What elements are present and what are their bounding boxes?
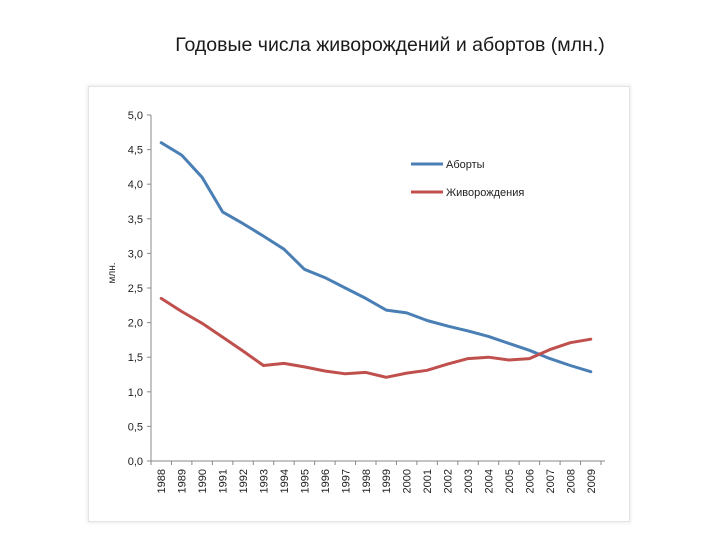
x-tick-label: 2009: [586, 469, 598, 493]
x-tick-label: 1999: [381, 469, 393, 493]
x-tick-label: 2008: [565, 469, 577, 493]
series-lines: [159, 141, 593, 379]
y-axis-label: млн.: [107, 262, 118, 283]
x-tick-label: 2004: [484, 469, 496, 493]
x-tick-label: 1994: [279, 469, 291, 493]
x-tick-label: 2006: [524, 469, 536, 493]
x-tick-label: 1989: [177, 469, 189, 493]
x-tick-label: 1991: [218, 469, 230, 493]
x-tick-label: 1995: [299, 469, 311, 493]
y-tick-label: 1,0: [128, 387, 143, 399]
x-tick-label: 1990: [197, 469, 209, 493]
y-tick-label: 2,5: [128, 283, 143, 295]
y-tick-label: 4,0: [128, 179, 143, 191]
x-tick-labels: 1988 1989 1990 1991 1992 1993 1994 1995 1996 1997…: [150, 461, 602, 493]
y-tick-label: 0,5: [128, 421, 143, 433]
x-tick-label: 2000: [402, 469, 414, 493]
x-tick-label: 1996: [320, 469, 332, 493]
x-tick-label: 1998: [361, 469, 373, 493]
y-tick-label: 5,0: [128, 110, 143, 122]
line-chart: 0,00,51,01,52,02,53,03,54,04,55,0 1988 19…: [107, 110, 605, 493]
chart-panel: 0,0 0,5 1,0 1,5 2,0 2,5 3,0 3,5 4,0 4,5 5,0 1988 19…: [88, 86, 630, 522]
x-tick-label: 2007: [545, 469, 557, 493]
chart-axes: [150, 115, 605, 462]
series-line: [159, 141, 593, 374]
x-tick-label: 1992: [238, 469, 250, 493]
x-tick-label: 1997: [340, 469, 352, 493]
y-tick-label: 3,0: [128, 248, 143, 260]
y-tick-label: 0,0: [128, 456, 143, 468]
x-tick-label: 2002: [443, 469, 455, 493]
x-tick-label: 2001: [422, 469, 434, 493]
y-tick-label: 3,5: [128, 214, 143, 226]
y-tick-labels: 0,0 0,5 1,0 1,5 2,0 2,5 3,0 3,5 4,0 4,5 5,0: [128, 110, 151, 468]
y-tick-label: 4,5: [128, 145, 143, 157]
legend-label: Аборты: [446, 159, 485, 171]
y-tick-label: 2,0: [128, 318, 143, 330]
x-tick-label: 2005: [504, 469, 516, 493]
slide-title: Годовые числа живорождений и абортов (мл…: [175, 34, 605, 56]
series-line: [159, 296, 593, 379]
x-tick-label: 1993: [259, 469, 271, 493]
legend: Аборты Живорождения: [411, 159, 524, 199]
y-tick-label: 1,5: [128, 352, 143, 364]
legend-label: Живорождения: [446, 187, 524, 199]
x-tick-label: 1988: [156, 469, 168, 493]
x-tick-label: 2003: [463, 469, 475, 493]
